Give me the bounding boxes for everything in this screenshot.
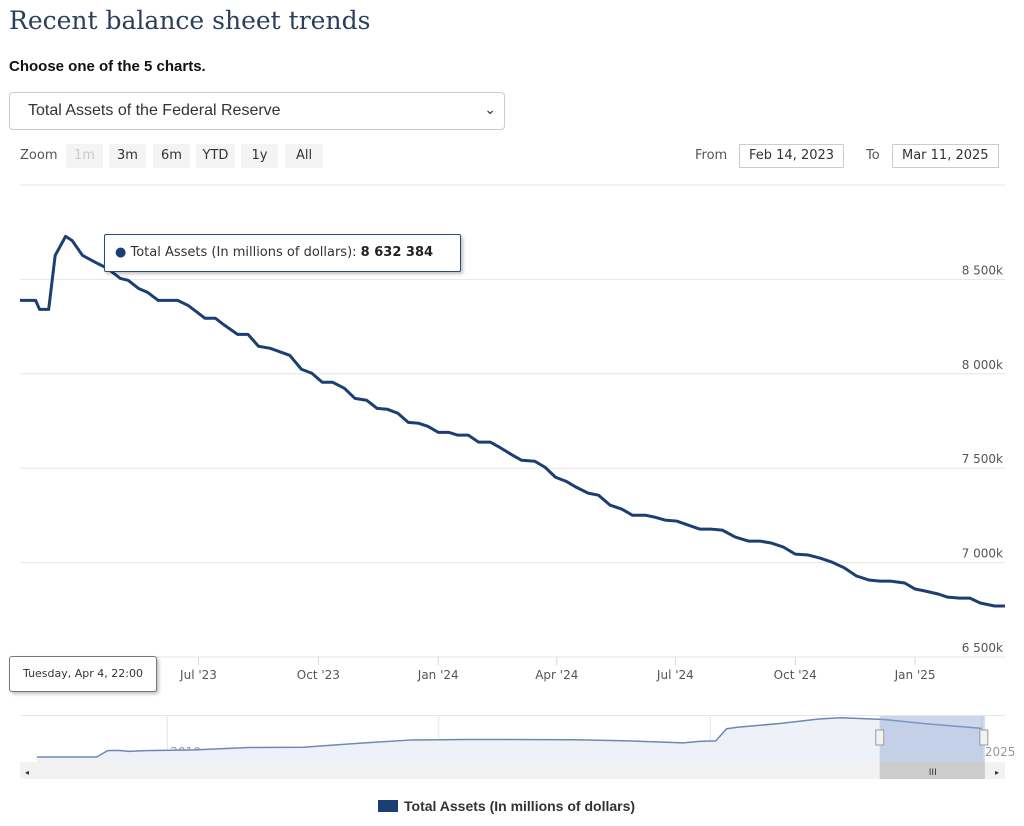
zoom-1m-button[interactable]: 1m: [66, 144, 103, 168]
chart-select[interactable]: Total Assets of the Federal Reserve ⌄: [9, 92, 505, 130]
zoom-1y-button[interactable]: 1y: [241, 144, 278, 168]
navigator-tick-label: 2025: [985, 745, 1016, 759]
legend-swatch: [378, 800, 398, 812]
chevron-down-icon: ⌄: [484, 101, 496, 117]
x-tick-label: Oct '24: [774, 668, 817, 682]
scroll-left-arrow-icon[interactable]: ◂: [25, 768, 29, 777]
navigator-selected-range: [879, 716, 985, 762]
y-tick-label: 6 500k: [962, 641, 1003, 655]
tooltip-series: Total Assets (In millions of dollars): [130, 245, 353, 260]
navigator-left-handle[interactable]: [875, 729, 885, 746]
y-tick-label: 8 000k: [962, 358, 1003, 372]
x-tick-label: Jan '25: [894, 668, 936, 682]
scrollbar-track[interactable]: [20, 762, 1005, 779]
zoom-3m-button[interactable]: 3m: [109, 144, 146, 168]
x-tick-label: Oct '23: [297, 668, 340, 682]
chart-chooser-label: Choose one of the 5 charts.: [9, 58, 206, 75]
zoom-label: Zoom: [20, 148, 58, 163]
scrollbar-thumb[interactable]: [879, 762, 985, 779]
page-title: Recent balance sheet trends: [9, 6, 371, 35]
zoom-ytd-button[interactable]: YTD: [196, 144, 235, 168]
y-tick-label: 7 500k: [962, 452, 1003, 466]
x-tick-label: Jul '24: [656, 668, 694, 682]
scroll-right-arrow-icon[interactable]: ▸: [995, 768, 999, 777]
x-tick-label: Jul '23: [179, 668, 217, 682]
chart-select-value: Total Assets of the Federal Reserve: [28, 102, 281, 119]
y-tick-label: 7 000k: [962, 547, 1003, 561]
zoom-all-button[interactable]: All: [285, 144, 323, 168]
series-dot-icon: ●: [115, 245, 127, 260]
to-label: To: [866, 148, 880, 163]
scrollbar-grip-icon: III: [929, 768, 937, 778]
series-line: [20, 234, 1005, 608]
point-tooltip: ● Total Assets (In millions of dollars):…: [104, 234, 461, 272]
legend-item[interactable]: Total Assets (In millions of dollars): [378, 798, 635, 814]
navigator-line: [37, 717, 982, 758]
zoom-6m-button[interactable]: 6m: [153, 144, 190, 168]
to-date-input[interactable]: Mar 11, 2025: [892, 144, 999, 168]
x-tick-label: Jan '24: [417, 668, 459, 682]
tooltip-value: 8 632 384: [360, 245, 434, 260]
legend-label: Total Assets (In millions of dollars): [404, 798, 636, 814]
from-date-input[interactable]: Feb 14, 2023: [739, 144, 845, 168]
date-tooltip: Tuesday, Apr 4, 22:00: [9, 656, 157, 692]
y-tick-label: 8 500k: [962, 263, 1003, 277]
navigator-right-handle[interactable]: [979, 729, 989, 746]
from-label: From: [695, 148, 728, 163]
x-tick-label: Apr '24: [535, 668, 578, 682]
